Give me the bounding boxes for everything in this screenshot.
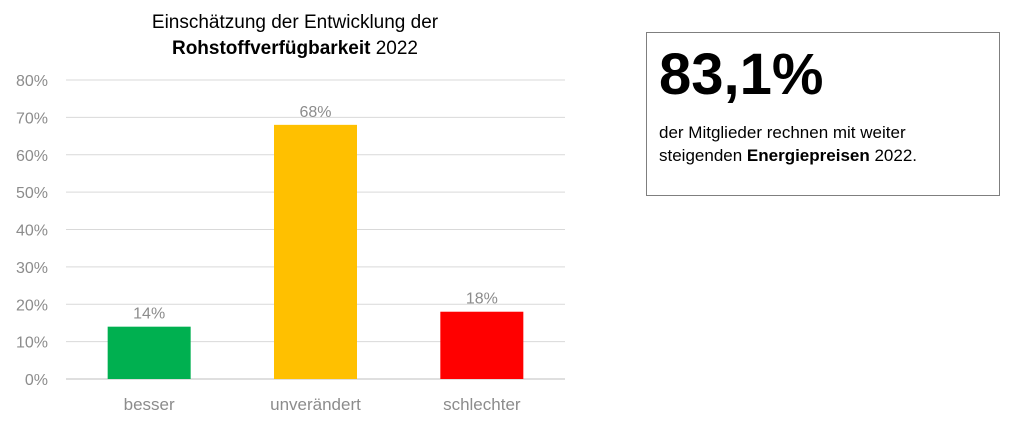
big-number: 83,1% bbox=[659, 42, 824, 107]
info-text-bold: Energiepreisen bbox=[746, 146, 870, 165]
chart-title-line1: Einschätzung der Entwicklung der bbox=[151, 12, 439, 33]
y-tick-label: 20% bbox=[16, 297, 48, 314]
chart-title: Einschätzung der Entwicklung der Rohstof… bbox=[100, 10, 490, 62]
bar-besser bbox=[107, 326, 191, 379]
y-tick-label: 70% bbox=[16, 110, 48, 127]
info-box: 83,1% der Mitglieder rechnen mit weiter … bbox=[646, 32, 1000, 196]
data-label: 18% bbox=[466, 291, 498, 308]
x-category-label: unverändert bbox=[270, 395, 361, 414]
data-label: 68% bbox=[299, 104, 331, 121]
chart-title-suffix: 2022 bbox=[370, 38, 418, 59]
y-tick-label: 10% bbox=[16, 335, 48, 352]
y-tick-label: 80% bbox=[16, 73, 48, 90]
info-text: der Mitglieder rechnen mit weiter steige… bbox=[659, 121, 987, 167]
y-tick-label: 50% bbox=[16, 185, 48, 202]
bar-schlechter bbox=[440, 311, 524, 379]
chart-plot-area: 0% 10% 20% 30% 40% 50% 60% 70% 80% 14% besser 68% un… bbox=[16, 73, 565, 414]
info-text-before: der Mitglieder rechnen mit weiter steige… bbox=[659, 123, 906, 165]
x-category-label: schlechter bbox=[443, 395, 521, 414]
y-tick-label: 60% bbox=[16, 148, 48, 165]
y-tick-label: 30% bbox=[16, 260, 48, 277]
y-tick-label: 40% bbox=[16, 223, 48, 240]
y-tick-label: 0% bbox=[25, 372, 48, 389]
bar-chart: Einschätzung der Entwicklung der Rohstof… bbox=[16, 10, 565, 414]
x-category-label: besser bbox=[124, 395, 175, 414]
bar-unverändert bbox=[274, 124, 357, 379]
info-text-after: 2022. bbox=[869, 146, 917, 165]
chart-title-bold: Rohstoffverfügbarkeit bbox=[171, 38, 371, 59]
data-label: 14% bbox=[133, 306, 165, 323]
